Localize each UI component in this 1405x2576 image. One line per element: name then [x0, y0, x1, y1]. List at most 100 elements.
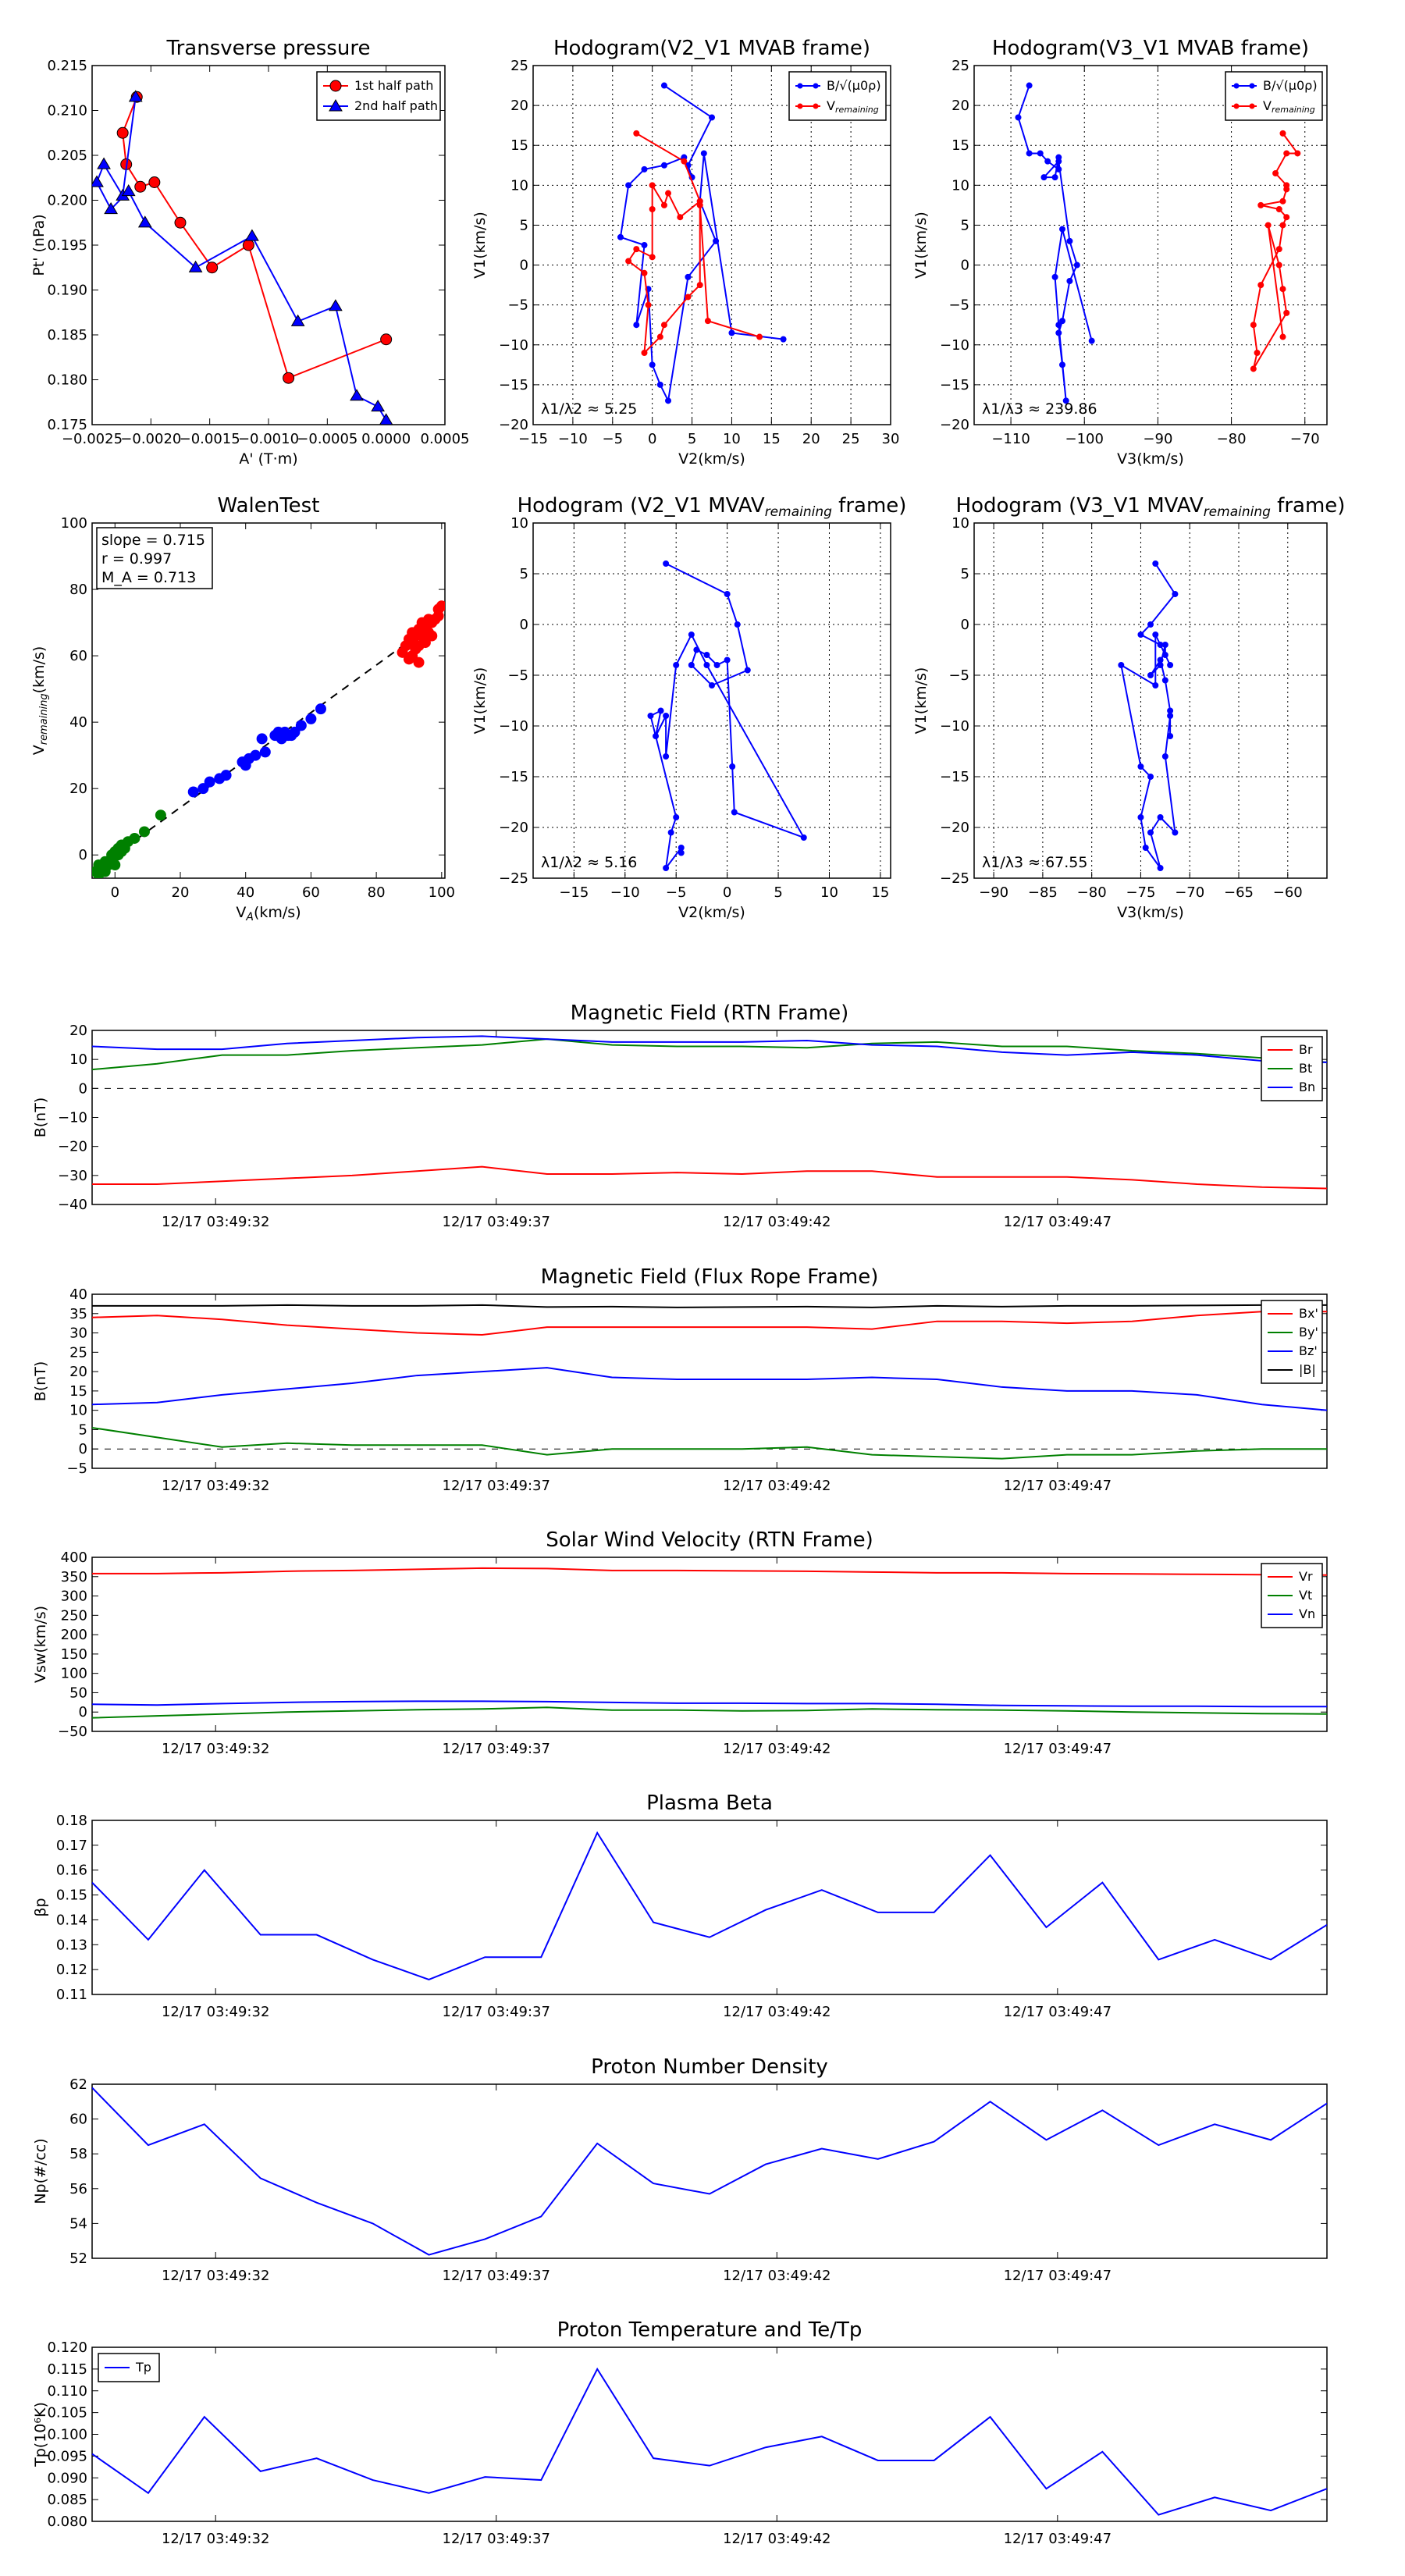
bfield-xtick-label: 12/17 03:49:32 [162, 1214, 269, 1230]
hodo1-series-B-0--point [656, 381, 663, 388]
bfield-series-Bt-line [92, 1038, 1327, 1071]
bflux-ytick-label: 25 [69, 1344, 87, 1361]
hodo4-series-trajectory-point [1152, 560, 1159, 567]
beta-ytick-label: 0.15 [56, 1888, 87, 1904]
hodo2-eigen-ratio-label: λ1/λ3 ≈ 239.86 [982, 400, 1097, 418]
bflux-xtick-label: 12/17 03:49:32 [162, 1478, 269, 1494]
walen-series-blue-point [259, 746, 271, 758]
hodo1-legend-marker [797, 103, 803, 109]
vsw-ytick-label: 150 [61, 1646, 87, 1663]
hodo1-xtick-label: −5 [603, 431, 624, 447]
bfield-panel: Magnetic Field (RTN Frame) 12/17 03:49:32… [32, 1002, 1328, 1230]
hodo1-xtick-label: 25 [842, 431, 860, 447]
hodo4-series-trajectory-point [1172, 591, 1179, 597]
hodo1-series-V-remaining-point [677, 214, 684, 221]
tp-series-2nd-half-path-point [104, 202, 118, 215]
walen-stat-r: r = 0.997 [101, 550, 172, 568]
hodo3-ylabel: V1(km/s) [471, 667, 489, 735]
hodo2-series-B-0--point [1059, 318, 1065, 325]
tp2-panel: Proton Temperature and Te/Tp 12/17 03:49:… [32, 2318, 1328, 2547]
walen-series-green-point [138, 826, 150, 838]
hodo4-title: Hodogram (V3_V1 MVAVremaining frame) [956, 494, 1346, 520]
hodo2-series-B-0--point [1073, 262, 1080, 269]
bflux-xtick-label: 12/17 03:49:42 [723, 1478, 831, 1494]
hodo1-series-V-remaining-point [660, 201, 667, 208]
hodo3-series-trajectory-point [647, 713, 654, 719]
tp-series-2nd-half-path-point [92, 175, 104, 187]
tp-xtick-label: −0.0005 [297, 431, 357, 447]
hodo4-xtick-label: −90 [979, 884, 1008, 901]
hodo4-xtick-label: −85 [1028, 884, 1058, 901]
tp-legend-box [316, 71, 441, 121]
hodo2-series-V-remaining-point [1283, 309, 1290, 316]
tp-ytick-label: 0.200 [47, 193, 87, 209]
hodo1-eigen-ratio-label: λ1/λ2 ≈ 5.25 [541, 400, 637, 418]
tp2-ylabel: Tp(10⁶K) [32, 2402, 49, 2467]
beta-ytick-label: 0.18 [56, 1813, 87, 1829]
tp-ytick-label: 0.190 [47, 283, 87, 299]
hodo3-panel: Hodogram (V2_V1 MVAVremaining frame) −15 −… [471, 494, 906, 921]
hodo2-ytick-label: 5 [961, 217, 969, 233]
np-xtick-label: 12/17 03:49:32 [162, 2268, 269, 2284]
hodo2-series-B-0--point [1088, 337, 1095, 344]
tp-series-1st-half-path-point [134, 180, 147, 193]
walen-xtick-label: 40 [237, 884, 254, 901]
hodo2-series-B-0--point [1044, 158, 1051, 165]
hodo1-xtick-label: 30 [882, 431, 900, 447]
hodo1-xtick-label: −10 [558, 431, 588, 447]
hodo2-ytick-label: 25 [951, 58, 969, 74]
hodo1-series-V-remaining-line [627, 133, 760, 355]
hodo2-series-B-0--point [1026, 150, 1033, 157]
hodo1-legend-marker [813, 103, 819, 109]
walen-series-red-point [410, 627, 422, 639]
hodo1-series-V-remaining-point [645, 301, 652, 308]
bfield-series-Bn-line [92, 1035, 1327, 1063]
hodo3-title: Hodogram (V2_V1 MVAVremaining frame) [518, 494, 907, 520]
vsw-axes-frame [91, 1557, 1328, 1732]
tp-ytick-label: 0.205 [47, 148, 87, 164]
hodo2-xtick-label: −70 [1290, 431, 1320, 447]
hodo2-series-B-0--point [1055, 165, 1062, 173]
beta-series-beta-line [92, 1831, 1327, 1980]
hodo1-series-V-remaining-point [660, 322, 667, 329]
tp-series-1st-half-path-point [174, 216, 187, 229]
hodo3-ytick-label: −25 [499, 870, 528, 887]
hodo4-axes-frame [973, 522, 1328, 879]
tp2-plot-area [92, 2367, 1327, 2516]
walen-series-blue-point [220, 770, 232, 781]
hodo2-legend-label: B/√(μ0ρ) [1263, 78, 1318, 93]
tp-ytick-label: 0.185 [47, 327, 87, 343]
np-panel: Proton Number Density 12/17 03:49:32 12/17… [32, 2055, 1328, 2284]
hodo3-series-trajectory-point [673, 662, 680, 668]
hodo3-series-trajectory-point [663, 713, 670, 719]
walen-stats-box [96, 527, 213, 589]
hodo4-series-trajectory-point [1161, 652, 1168, 658]
hodo1-series-V-remaining-point [633, 246, 640, 253]
vsw-series-Vn-line [92, 1700, 1327, 1708]
tp-title: Transverse pressure [166, 37, 371, 60]
hodo1-series-V-remaining-point [641, 350, 648, 356]
np-xtick-label: 12/17 03:49:37 [443, 2268, 550, 2284]
hodo4-series-trajectory-point [1137, 814, 1144, 820]
hodo4-series-trajectory-point [1167, 733, 1174, 739]
bflux-ytick-label: 0 [79, 1441, 87, 1457]
hodo2-series-B-0--point [1051, 174, 1058, 181]
hodo2-series-B-0--point [1059, 361, 1065, 368]
bflux-ytick-label: 20 [69, 1364, 87, 1380]
hodo1-xtick-label: −15 [518, 431, 548, 447]
vsw-plot-area [92, 1567, 1327, 1719]
bflux-ytick-label: −5 [66, 1461, 87, 1477]
vsw-series-Vr-line [92, 1567, 1327, 1576]
tp-legend-marker [329, 80, 342, 92]
np-ytick-label: 62 [69, 2076, 87, 2093]
hodo3-series-trajectory-point [703, 662, 710, 668]
tp-series-2nd-half-path-point [329, 299, 343, 311]
bfield-legend-label: Bt [1299, 1061, 1312, 1076]
tp-series-2nd-half-path-point [137, 215, 152, 228]
hodo1-series-V-remaining-point [641, 269, 648, 276]
hodo2-series-B-0--point [1055, 322, 1062, 329]
bfield-legend-label: Bn [1299, 1080, 1315, 1094]
hodo4-ytick-label: 0 [961, 617, 969, 633]
hodo3-xtick-label: 5 [774, 884, 782, 901]
hodo3-ytick-label: 0 [520, 617, 528, 633]
